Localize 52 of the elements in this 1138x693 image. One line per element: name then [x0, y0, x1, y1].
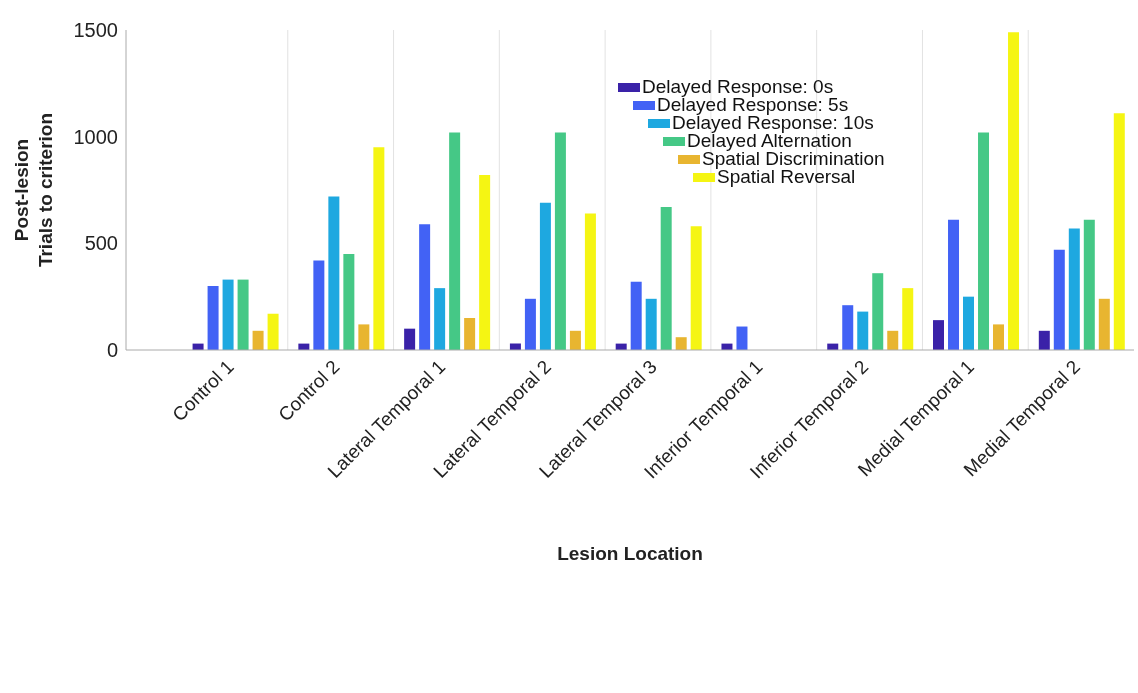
bar — [252, 330, 264, 350]
bar — [675, 337, 687, 350]
y-tick-label: 1500 — [73, 19, 118, 42]
bar — [842, 305, 854, 350]
bar — [872, 273, 884, 350]
bar — [237, 279, 249, 350]
bar — [1083, 219, 1095, 350]
bar — [630, 281, 642, 350]
bar — [902, 288, 914, 350]
bar — [524, 298, 536, 350]
bar — [933, 320, 945, 350]
bar — [736, 326, 748, 350]
legend-label: Spatial Reversal — [717, 166, 856, 187]
bar — [404, 328, 416, 350]
bar — [569, 330, 581, 350]
bar — [1098, 298, 1110, 350]
y-tick-label: 1000 — [73, 125, 118, 148]
bar — [539, 202, 551, 350]
bar — [1053, 249, 1065, 350]
bar — [690, 226, 702, 350]
bar — [434, 288, 446, 350]
bar — [267, 313, 279, 350]
bar — [978, 132, 990, 350]
bar — [963, 296, 975, 350]
y-tick-label: 0 — [106, 339, 118, 362]
bar — [449, 132, 461, 350]
bar — [584, 213, 596, 350]
bar — [328, 196, 340, 350]
bar — [207, 286, 219, 350]
bar — [660, 207, 672, 350]
bar — [857, 311, 869, 350]
bar — [479, 175, 491, 350]
bar — [887, 330, 899, 350]
bar — [373, 147, 385, 350]
bar — [343, 254, 355, 350]
bar — [645, 298, 657, 350]
bar — [554, 132, 566, 350]
legend-label: Delayed Response: 0s — [642, 76, 834, 97]
bar — [419, 224, 431, 350]
bar — [948, 219, 960, 350]
y-axis-title: Post-lesion Trials to criterion — [11, 112, 56, 268]
y-tick-label: 500 — [84, 232, 118, 255]
bar — [1068, 228, 1080, 350]
bar — [993, 324, 1005, 350]
bar — [222, 279, 234, 350]
bar — [1113, 113, 1125, 350]
bar — [1008, 32, 1020, 350]
bar — [358, 324, 370, 350]
x-axis-title: Lesion Location — [557, 543, 703, 564]
bar — [464, 318, 476, 350]
bar — [1038, 330, 1050, 350]
bar — [313, 260, 325, 350]
